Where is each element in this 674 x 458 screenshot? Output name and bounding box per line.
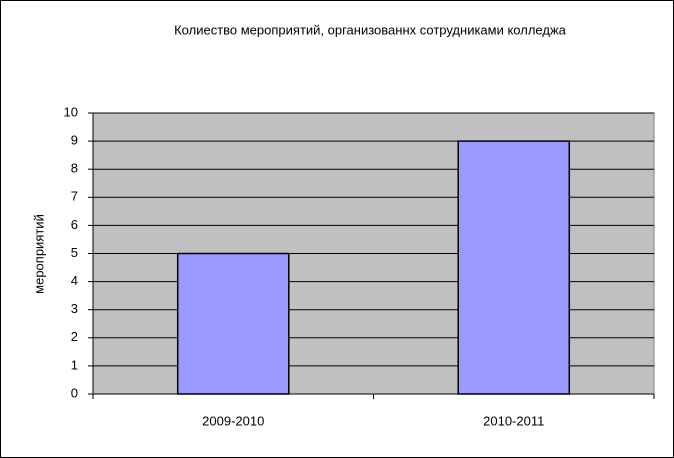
y-tick-label: 6 [71,217,78,232]
y-tick-label: 0 [71,385,78,400]
y-tick-label: 1 [71,357,78,372]
x-tick-label: 2009-2010 [202,413,264,428]
chart-title: Колиество мероприятий, организованнх сот… [174,22,567,37]
y-tick-label: 10 [64,104,78,119]
y-tick-label: 4 [71,273,78,288]
y-tick-label: 8 [71,161,78,176]
y-axis-label: мероприятий [31,214,46,294]
x-tick-label: 2010-2011 [483,413,544,428]
y-tick-label: 9 [71,133,78,148]
y-tick-label: 5 [71,245,78,260]
bar [176,252,290,395]
y-tick-label: 3 [71,301,78,316]
y-tick-label: 7 [71,189,78,204]
bar [457,140,571,395]
y-tick-label: 2 [71,329,78,344]
